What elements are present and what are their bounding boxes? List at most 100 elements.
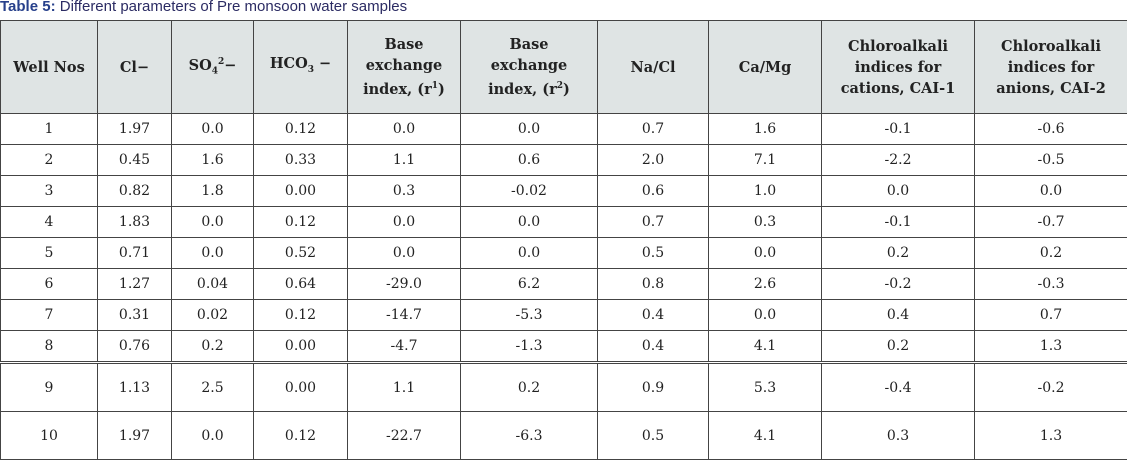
table-cell: 0.12: [253, 411, 348, 460]
table-cell: 0.7: [974, 299, 1127, 331]
table-cell: 0.0: [974, 175, 1127, 207]
table-cell: 0.4: [821, 299, 975, 331]
table-cell: 1.0: [708, 175, 822, 207]
table-cell: 0.0: [347, 206, 461, 238]
table-cell: 0.02: [171, 299, 254, 331]
table-cell: 0.2: [821, 330, 975, 363]
table-cell: -5.3: [460, 299, 598, 331]
table-cell: 0.3: [708, 206, 822, 238]
table-cell: 1.83: [97, 206, 172, 238]
table-cell: 0.0: [708, 299, 822, 331]
table-body: 1 1.97 0.0 0.12 0.0 0.0 0.7 1.6 -0.1 -0.6 2 0.45 1.6…: [0, 113, 1127, 460]
table-cell: 0.12: [253, 206, 348, 238]
table-cell: 4: [0, 206, 98, 238]
table-cell: 0.3: [821, 411, 975, 460]
table-cell: 0.0: [460, 237, 598, 269]
table-cell: 4.1: [708, 330, 822, 363]
table-cell: 0.0: [347, 113, 461, 145]
table-row: 7 0.31 0.02 0.12 -14.7 -5.3 0.4 0.0 0.4 0.7: [0, 299, 1127, 331]
table-cell: 1.6: [708, 113, 822, 145]
table-cell: 0.7: [597, 113, 709, 145]
table-cell: 5.3: [708, 361, 822, 412]
table-cell: 0.2: [171, 330, 254, 363]
table-cell: 0.5: [597, 237, 709, 269]
header-base-exchange-2: Base exchange index, (r2): [460, 20, 598, 114]
table-cell: -14.7: [347, 299, 461, 331]
table-cell: 7.1: [708, 144, 822, 176]
table-cell: -4.7: [347, 330, 461, 363]
table-cell: 6: [0, 268, 98, 300]
table-cell: -6.3: [460, 411, 598, 460]
table-cell: 0.12: [253, 113, 348, 145]
table-cell: 1.13: [97, 361, 172, 412]
table-cell: 2.5: [171, 361, 254, 412]
table-cell: 4.1: [708, 411, 822, 460]
table-cell: 0.6: [597, 175, 709, 207]
table-row: 8 0.76 0.2 0.00 -4.7 -1.3 0.4 4.1 0.2 1.3: [0, 330, 1127, 363]
table-cell: -2.2: [821, 144, 975, 176]
table-caption: Table 5: Different parameters of Pre mon…: [0, 0, 407, 17]
header-cai-2: Chloroalkali indices for anions, CAI-2: [974, 20, 1127, 114]
table-cell: 1.8: [171, 175, 254, 207]
table-cell: 0.0: [171, 113, 254, 145]
table-cell: 0.0: [171, 411, 254, 460]
table-cell: -1.3: [460, 330, 598, 363]
table-cell: 1.97: [97, 411, 172, 460]
header-cl: Cl−: [97, 20, 172, 114]
header-row: Well Nos Cl− SO42− HCO3 − Base exchange in…: [0, 20, 1127, 114]
table-cell: 0.00: [253, 361, 348, 412]
table-row: 3 0.82 1.8 0.00 0.3 -0.02 0.6 1.0 0.0 0.0: [0, 175, 1127, 207]
table-row: 10 1.97 0.0 0.12 -22.7 -6.3 0.5 4.1 0.3 1.3: [0, 411, 1127, 460]
table-cell: 0.64: [253, 268, 348, 300]
table-cell: 0.0: [347, 237, 461, 269]
table-cell: 0.52: [253, 237, 348, 269]
table-cell: 0.8: [597, 268, 709, 300]
table-cell: -0.1: [821, 113, 975, 145]
table-cell: 0.2: [460, 361, 598, 412]
table-cell: 0.0: [460, 113, 598, 145]
table-cell: 0.76: [97, 330, 172, 363]
table-cell: 9: [0, 361, 98, 412]
table-cell: 0.0: [708, 237, 822, 269]
table-row: 1 1.97 0.0 0.12 0.0 0.0 0.7 1.6 -0.1 -0.6: [0, 113, 1127, 145]
table-cell: 0.4: [597, 330, 709, 363]
header-hco3: HCO3 −: [253, 20, 348, 114]
table-cell: 0.7: [597, 206, 709, 238]
table-cell: 0.0: [821, 175, 975, 207]
table-cell: -0.2: [974, 361, 1127, 412]
table-cell: 0.5: [597, 411, 709, 460]
table-row: 6 1.27 0.04 0.64 -29.0 6.2 0.8 2.6 -0.2 -0.3: [0, 268, 1127, 300]
table-cell: 7: [0, 299, 98, 331]
table-cell: 0.00: [253, 175, 348, 207]
table-cell: 1: [0, 113, 98, 145]
table-row: 4 1.83 0.0 0.12 0.0 0.0 0.7 0.3 -0.1 -0.7: [0, 206, 1127, 238]
table-cell: -0.7: [974, 206, 1127, 238]
header-well-nos: Well Nos: [0, 20, 98, 114]
table-cell: -0.1: [821, 206, 975, 238]
table-row: 9 1.13 2.5 0.00 1.1 0.2 0.9 5.3 -0.4 -0.2: [0, 361, 1127, 412]
table-cell: 0.45: [97, 144, 172, 176]
table-cell: 0.00: [253, 330, 348, 363]
table-cell: 2.6: [708, 268, 822, 300]
table-cell: 6.2: [460, 268, 598, 300]
table-cell: 0.0: [171, 206, 254, 238]
table-cell: 1.1: [347, 144, 461, 176]
caption-text: Different parameters of Pre monsoon wate…: [55, 0, 408, 15]
table-cell: 0.6: [460, 144, 598, 176]
table-cell: 0.3: [347, 175, 461, 207]
table-cell: 0.33: [253, 144, 348, 176]
table-row: 2 0.45 1.6 0.33 1.1 0.6 2.0 7.1 -2.2 -0.5: [0, 144, 1127, 176]
table-cell: 2.0: [597, 144, 709, 176]
header-ca-mg: Ca/Mg: [708, 20, 822, 114]
table-cell: 1.97: [97, 113, 172, 145]
header-so4: SO42−: [171, 20, 254, 114]
table-cell: 5: [0, 237, 98, 269]
table-cell: 0.71: [97, 237, 172, 269]
table-cell: 0.31: [97, 299, 172, 331]
header-base-exchange-1: Base exchange index, (r1): [347, 20, 461, 114]
table-cell: -0.2: [821, 268, 975, 300]
table-cell: 0.9: [597, 361, 709, 412]
table-cell: -0.02: [460, 175, 598, 207]
table-cell: 0.2: [821, 237, 975, 269]
table-row: 5 0.71 0.0 0.52 0.0 0.0 0.5 0.0 0.2 0.2: [0, 237, 1127, 269]
